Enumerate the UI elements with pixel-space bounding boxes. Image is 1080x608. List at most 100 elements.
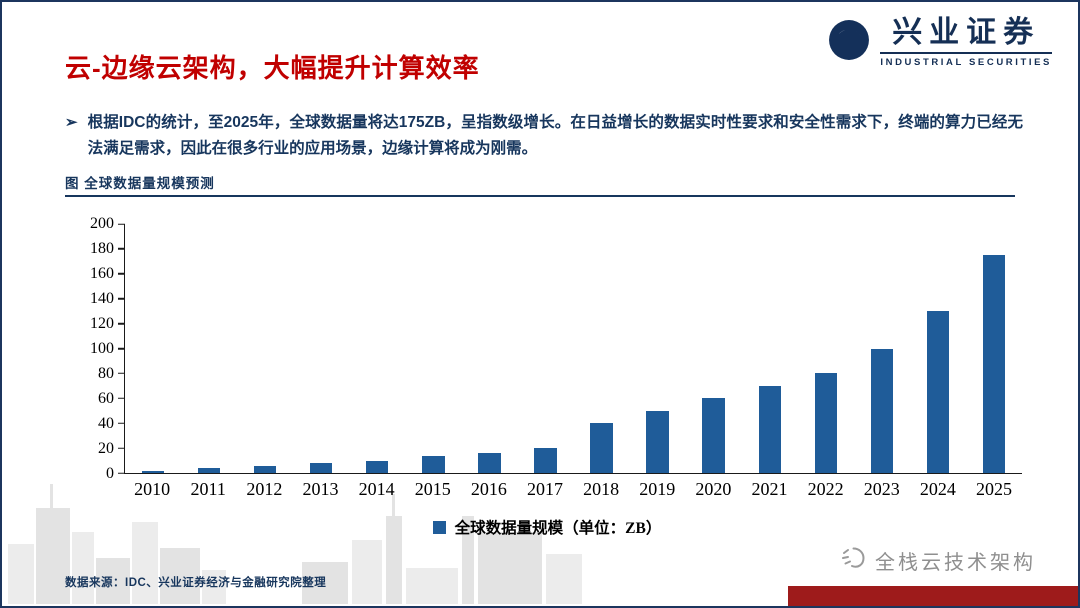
- bar-column: [405, 224, 461, 473]
- bar: [310, 463, 333, 473]
- skyline-building: [132, 522, 158, 604]
- legend-swatch: [432, 520, 446, 534]
- y-tick-mark: [118, 273, 125, 275]
- y-tick-mark: [118, 372, 125, 375]
- bar: [646, 410, 669, 473]
- y-tick-label: 140: [90, 290, 114, 307]
- bar: [982, 255, 1006, 473]
- x-tick-label: 2016: [470, 479, 507, 499]
- skyline-building: [352, 540, 382, 604]
- bar-column: [574, 224, 630, 473]
- figure-caption: 图 全球数据量规模预测: [65, 176, 215, 191]
- bar: [366, 460, 389, 473]
- bar-column: [910, 224, 966, 473]
- caption-rule: [65, 195, 1015, 197]
- y-tick-mark: [118, 223, 125, 225]
- y-tick-label: 20: [98, 440, 114, 457]
- data-source-note: 数据来源：IDC、兴业证券经济与金融研究院整理: [65, 577, 327, 589]
- y-tick-label: 0: [106, 465, 114, 482]
- bar: [702, 398, 725, 473]
- bar-column: [742, 224, 798, 473]
- skyline-building: [8, 544, 34, 604]
- chart-legend: 全球数据量规模（单位：ZB）: [72, 516, 1022, 538]
- y-tick-mark: [118, 322, 125, 325]
- bar: [253, 465, 277, 473]
- x-axis-labels: 2010 2011 2012 2013 2014 2015 2016 2017 2018 2019…: [124, 479, 1022, 500]
- skyline-building: [202, 570, 226, 604]
- x-tick-label: 2020: [695, 479, 732, 499]
- x-tick-label: 2012: [246, 479, 283, 499]
- bullet-text: 根据IDC的统计，至2025年，全球数据量将达175ZB，呈指数级增长。在日益增…: [87, 114, 1023, 157]
- skyline-building: [36, 508, 70, 604]
- skyline-antenna: [50, 484, 53, 508]
- y-tick-label: 160: [90, 265, 114, 282]
- legend-label: 全球数据量规模（单位：ZB）: [454, 520, 662, 537]
- x-tick-label: 2011: [190, 479, 226, 499]
- y-tick-label: 180: [90, 240, 114, 257]
- y-tick-label: 60: [98, 390, 114, 407]
- skyline-building: [406, 568, 458, 604]
- skyline-building: [160, 548, 200, 604]
- y-tick-mark: [118, 248, 125, 250]
- bar: [197, 468, 221, 473]
- bar: [478, 453, 501, 473]
- x-tick-label: 2017: [526, 479, 563, 499]
- plot-area: [118, 223, 1022, 474]
- y-tick-mark: [118, 472, 125, 474]
- skyline-building: [546, 554, 582, 604]
- logo-divider: [880, 52, 1052, 54]
- corner-red-bar: [788, 586, 1078, 606]
- hand-gesture-icon: [840, 544, 866, 576]
- watermark-text: 全栈云技术架构: [875, 551, 1036, 574]
- skyline-building: [462, 516, 474, 604]
- y-tick-mark: [118, 422, 125, 424]
- x-tick-label: 2021: [751, 479, 788, 499]
- page-title: 云-边缘云架构，大幅提升计算效率: [65, 53, 480, 83]
- y-tick-label: 120: [90, 315, 114, 332]
- y-tick-mark: [118, 447, 125, 449]
- company-name-en: INDUSTRIAL SECURITIES: [880, 57, 1052, 68]
- x-tick-label: 2024: [919, 479, 956, 499]
- bar-column: [349, 224, 405, 473]
- bar: [814, 373, 837, 473]
- company-logo-text: 兴业证券 INDUSTRIAL SECURITIES: [880, 16, 1052, 68]
- x-tick-label: 2022: [807, 479, 844, 499]
- watermark: 全栈云技术架构: [840, 544, 1036, 576]
- bar: [534, 448, 557, 473]
- x-tick-label: 2013: [302, 479, 339, 499]
- skyline-building: [302, 562, 348, 604]
- company-logo-icon: [828, 19, 870, 66]
- company-logo: 兴业证券 INDUSTRIAL SECURITIES: [828, 16, 1052, 68]
- skyline-building: [478, 532, 542, 604]
- bar-column: [630, 224, 686, 473]
- bar-column: [686, 224, 742, 473]
- x-tick-label: 2014: [358, 479, 395, 499]
- bar-chart: 0 20 40 60 80 100 120 140 160 180 200 2010 2011 2012…: [72, 216, 1022, 538]
- bar-column: [461, 224, 517, 473]
- y-tick-label: 80: [98, 365, 114, 382]
- x-tick-label: 2010: [134, 479, 171, 499]
- x-tick-label: 2025: [975, 479, 1012, 499]
- bar: [590, 423, 613, 473]
- bullet-arrow-icon: ➢: [65, 114, 78, 131]
- y-axis: 0 20 40 60 80 100 120 140 160 180 200: [72, 216, 124, 482]
- y-tick-label: 200: [90, 215, 114, 232]
- bar-column: [237, 224, 293, 473]
- bar-column: [854, 224, 910, 473]
- y-tick-mark: [118, 397, 125, 400]
- skyline-building: [72, 532, 94, 604]
- bar: [758, 385, 781, 473]
- bar-column: [517, 224, 573, 473]
- bar: [926, 311, 950, 473]
- x-tick-label: 2019: [639, 479, 676, 499]
- bar-column: [798, 224, 854, 473]
- x-tick-label: 2018: [583, 479, 620, 499]
- bar-column: [125, 224, 181, 473]
- company-name-cn: 兴业证券: [892, 16, 1041, 49]
- skyline-antenna: [392, 494, 395, 516]
- bar: [870, 348, 894, 473]
- bar-column: [966, 224, 1022, 473]
- y-tick-mark: [118, 347, 125, 350]
- y-tick-label: 40: [98, 415, 114, 432]
